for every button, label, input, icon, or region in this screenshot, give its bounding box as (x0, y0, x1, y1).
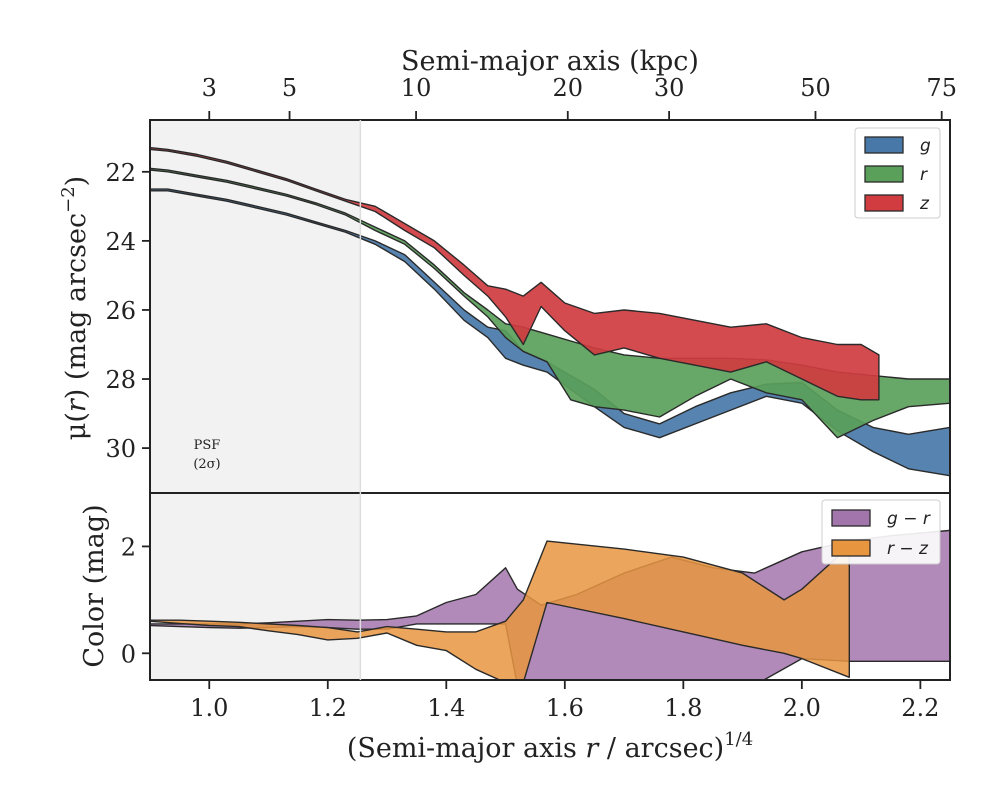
top-axis-tick-label: 30 (654, 74, 685, 102)
legend-label: r (920, 165, 928, 185)
legend-label: r − z (887, 539, 929, 559)
psf-label: PSF (194, 438, 221, 453)
top-ytick-label: 26 (105, 297, 136, 325)
top-panel-series (151, 146, 949, 477)
bottom-ylabel: Color (mag) (79, 504, 110, 667)
axes-ticks: 22 24 26 28 30 3 5 10 20 30 50 75 0 2 1.0 1.2 1.4 1.6 1.8 2… (105, 74, 957, 722)
top-axis-title: Semi-major axis (kpc) (401, 46, 699, 77)
band-g-0 (151, 188, 949, 477)
top-ytick-label: 24 (105, 228, 136, 256)
bottom-legend: g − r r − z (821, 499, 941, 565)
bottom-xtick-label: 1.6 (546, 694, 584, 722)
psf-shaded-region (150, 120, 361, 680)
band-z-2 (151, 146, 880, 401)
top-ytick-label: 22 (105, 159, 136, 187)
bottom-xtick-label: 1.2 (309, 694, 347, 722)
legend-swatch (831, 539, 871, 557)
top-ytick-label: 28 (105, 366, 136, 394)
bottom-panel-series (151, 529, 949, 680)
bottom-xlabel: (Semi-major axis r / arcsec)1/4 (347, 729, 753, 764)
legend-swatch (864, 136, 904, 154)
bottom-xtick-label: 1.0 (190, 694, 228, 722)
bottom-ytick-label: 2 (121, 533, 136, 561)
top-axis-tick-label: 5 (282, 74, 297, 102)
legend-swatch (831, 509, 871, 527)
band-r-1 (151, 167, 949, 439)
top-axis-tick-label: 75 (926, 74, 957, 102)
legend-label: z (919, 194, 930, 214)
bottom-xtick-label: 1.4 (427, 694, 465, 722)
bottom-ytick-label: 0 (121, 640, 136, 668)
top-axis-tick-label: 50 (800, 74, 831, 102)
legend-label: g − r (887, 509, 931, 529)
legend-swatch (864, 194, 904, 212)
bottom-panel-frame (149, 492, 951, 681)
top-axis-tick-label: 20 (553, 74, 584, 102)
top-axis-tick-label: 3 (202, 74, 217, 102)
bottom-xtick-label: 2.2 (901, 694, 939, 722)
bottom-xtick-label: 2.0 (783, 694, 821, 722)
top-ytick-label: 30 (105, 435, 136, 463)
top-legend: grz (854, 127, 941, 219)
band-rz-1 (151, 540, 850, 680)
legend-swatch (864, 165, 904, 183)
top-ylabel: μ(r) (mag arcsec−2) (58, 176, 92, 440)
bottom-xtick-label: 1.8 (664, 694, 702, 722)
legend-label: g (920, 136, 931, 156)
psf-sigma-label: (2σ) (193, 457, 220, 472)
top-axis-tick-label: 10 (401, 74, 432, 102)
